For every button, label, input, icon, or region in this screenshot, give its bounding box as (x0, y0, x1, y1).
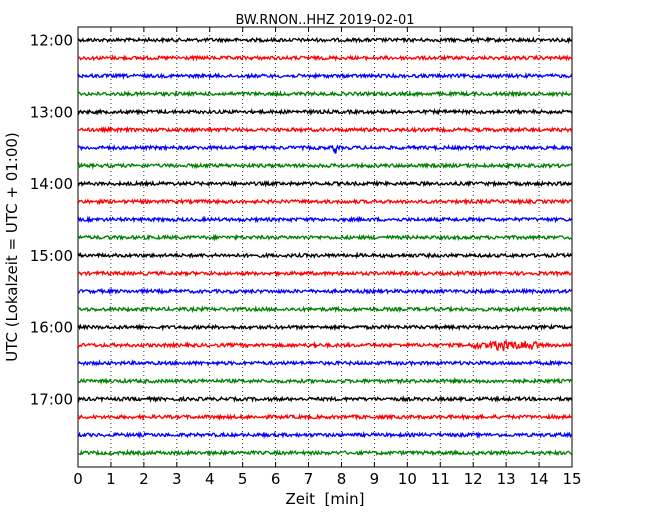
chart-title: BW.RNON..HHZ 2019-02-01 (235, 13, 414, 28)
x-tick-label: 1 (106, 470, 116, 488)
x-tick-label: 15 (562, 470, 581, 488)
x-tick-label: 7 (304, 470, 314, 488)
trace-1215 (77, 53, 573, 62)
x-tick-label: 11 (431, 470, 450, 488)
x-tick-label: 13 (497, 470, 516, 488)
y-axis-ticks: 12:00 13:00 14:00 15:00 16:00 17:00 (30, 32, 572, 409)
vertical-gridlines (110, 27, 540, 467)
trace-1745 (77, 448, 573, 457)
trace-1545 (77, 305, 573, 314)
x-tick-label: 6 (271, 470, 281, 488)
x-tick-label: 2 (139, 470, 149, 488)
trace-1515 (77, 269, 573, 278)
trace-1715 (77, 412, 573, 422)
y-tick-label: 12:00 (30, 32, 73, 50)
y-tick-label: 16:00 (30, 319, 73, 337)
x-tick-label: 8 (337, 470, 347, 488)
trace-1645 (77, 376, 573, 385)
x-tick-label: 10 (398, 470, 417, 488)
y-axis-label: UTC (Lokalzeit = UTC + 01:00) (3, 132, 21, 362)
trace-1400 (77, 179, 573, 188)
x-tick-label: 14 (530, 470, 549, 488)
trace-1730 (77, 430, 573, 440)
trace-1230 (77, 71, 573, 80)
x-tick-label: 4 (205, 470, 215, 488)
x-tick-label: 0 (73, 470, 83, 488)
trace-1615 (77, 339, 573, 352)
trace-1530 (77, 287, 573, 296)
trace-1200 (77, 36, 573, 45)
seismic-traces (77, 36, 573, 457)
x-axis-ticks: 0 1 2 3 4 5 6 7 8 9 10 11 12 13 14 15 (73, 27, 582, 488)
y-tick-label: 17:00 (30, 391, 73, 409)
trace-1330 (77, 143, 573, 154)
plot-area-frame (77, 26, 573, 468)
trace-1500 (77, 251, 573, 260)
y-tick-label: 14:00 (30, 175, 73, 193)
trace-1345 (77, 161, 573, 170)
x-tick-label: 9 (370, 470, 380, 488)
trace-1415 (77, 197, 573, 206)
y-tick-label: 15:00 (30, 247, 73, 265)
x-tick-label: 3 (172, 470, 182, 488)
x-axis-label: Zeit [min] (285, 490, 364, 508)
x-tick-label: 5 (238, 470, 248, 488)
x-tick-label: 12 (464, 470, 483, 488)
trace-1430 (77, 215, 573, 224)
trace-1700 (77, 395, 573, 404)
trace-1600 (77, 323, 573, 332)
trace-1315 (77, 125, 573, 134)
trace-1245 (77, 89, 573, 98)
trace-1630 (77, 359, 573, 367)
trace-1300 (77, 107, 573, 116)
y-tick-label: 13:00 (30, 103, 73, 121)
trace-1445 (77, 233, 573, 242)
